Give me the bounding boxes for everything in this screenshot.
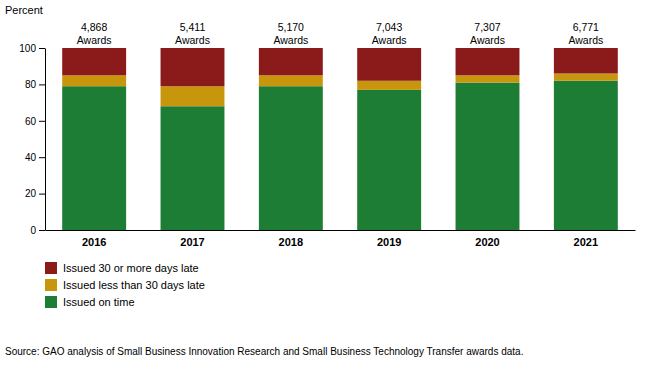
x-tick-label: 2016 bbox=[82, 236, 106, 248]
y-tick: 100 bbox=[19, 43, 45, 54]
x-tick-label: 2019 bbox=[377, 236, 401, 248]
source-note: Source: GAO analysis of Small Business I… bbox=[5, 346, 523, 357]
y-tick-label: 100 bbox=[19, 43, 36, 54]
y-tick-label: 20 bbox=[25, 188, 37, 199]
y-tick-label: 0 bbox=[30, 225, 36, 236]
bar bbox=[259, 86, 323, 230]
annotation: 4,868 bbox=[81, 21, 107, 33]
y-tick: 40 bbox=[25, 152, 45, 163]
annotation: 5,411 bbox=[180, 21, 206, 33]
bar bbox=[62, 48, 126, 75]
legend-swatch bbox=[45, 296, 57, 308]
annotation: 7,043 bbox=[376, 21, 402, 33]
x-tick: 2017 bbox=[180, 230, 204, 248]
bar bbox=[161, 86, 225, 106]
legend-label: Issued on time bbox=[63, 296, 135, 308]
y-tick-label: 60 bbox=[25, 116, 37, 127]
legend-item: Issued 30 or more days late bbox=[45, 262, 199, 274]
y-tick-label: 40 bbox=[25, 152, 37, 163]
bar bbox=[456, 75, 520, 82]
annotation: Awards bbox=[77, 34, 112, 46]
x-tick-label: 2021 bbox=[574, 236, 598, 248]
bars bbox=[62, 48, 618, 230]
annotation: 5,170 bbox=[278, 21, 304, 33]
y-tick: 20 bbox=[25, 188, 45, 199]
bar bbox=[62, 75, 126, 86]
y-tick: 80 bbox=[25, 79, 45, 90]
y-tick: 0 bbox=[30, 225, 45, 236]
y-tick-mark bbox=[39, 230, 45, 231]
bar bbox=[259, 48, 323, 75]
legend: Issued 30 or more days late Issued less t… bbox=[45, 262, 205, 308]
x-tick-label: 2017 bbox=[180, 236, 204, 248]
legend-swatch bbox=[45, 262, 57, 274]
bar bbox=[357, 48, 421, 81]
x-tick-label: 2018 bbox=[279, 236, 303, 248]
bar bbox=[161, 106, 225, 230]
x-axis-line bbox=[46, 230, 636, 231]
legend-label: Issued 30 or more days late bbox=[63, 262, 199, 274]
annotation: Awards bbox=[568, 34, 603, 46]
bar bbox=[161, 48, 225, 86]
x-tick: 2018 bbox=[279, 230, 303, 248]
y-axis: 0 20 40 60 80 100 bbox=[19, 43, 45, 236]
bar bbox=[357, 81, 421, 90]
y-tick-label: 80 bbox=[25, 79, 37, 90]
bar bbox=[554, 73, 618, 80]
plot-area: 0 20 40 60 80 100 2016 2017 2018 2019 2020 2021 4,86… bbox=[19, 21, 635, 248]
bar bbox=[554, 81, 618, 230]
y-axis-line bbox=[45, 49, 46, 231]
x-tick: 2019 bbox=[377, 230, 401, 248]
annotation: Awards bbox=[470, 34, 505, 46]
legend-item: Issued on time bbox=[45, 296, 135, 308]
annotations: 4,868Awards5,411Awards5,170Awards7,043Aw… bbox=[77, 21, 603, 46]
bar bbox=[62, 86, 126, 230]
y-tick: 60 bbox=[25, 116, 45, 127]
bar bbox=[456, 48, 520, 75]
annotation: 7,307 bbox=[474, 21, 500, 33]
y-axis-title: Percent bbox=[5, 4, 43, 16]
bar bbox=[259, 75, 323, 86]
x-axis: 2016 2017 2018 2019 2020 2021 bbox=[46, 230, 636, 248]
y-tick-mark bbox=[39, 121, 45, 122]
x-tick-label: 2020 bbox=[475, 236, 499, 248]
y-tick-mark bbox=[39, 84, 45, 85]
bar bbox=[456, 83, 520, 230]
y-tick-mark bbox=[39, 194, 45, 195]
legend-item: Issued less than 30 days late bbox=[45, 279, 205, 291]
y-tick-mark bbox=[39, 48, 45, 49]
legend-label: Issued less than 30 days late bbox=[63, 279, 205, 291]
annotation: Awards bbox=[175, 34, 210, 46]
annotation: Awards bbox=[372, 34, 407, 46]
x-tick: 2021 bbox=[574, 230, 598, 248]
y-tick-mark bbox=[39, 157, 45, 158]
annotation: Awards bbox=[273, 34, 308, 46]
bar bbox=[357, 90, 421, 230]
x-tick: 2016 bbox=[82, 230, 106, 248]
x-tick: 2020 bbox=[475, 230, 499, 248]
bar bbox=[554, 48, 618, 73]
annotation: 6,771 bbox=[573, 21, 599, 33]
chart: 0 20 40 60 80 100 2016 2017 2018 2019 2020 2021 4,86… bbox=[0, 0, 650, 365]
legend-swatch bbox=[45, 279, 57, 291]
